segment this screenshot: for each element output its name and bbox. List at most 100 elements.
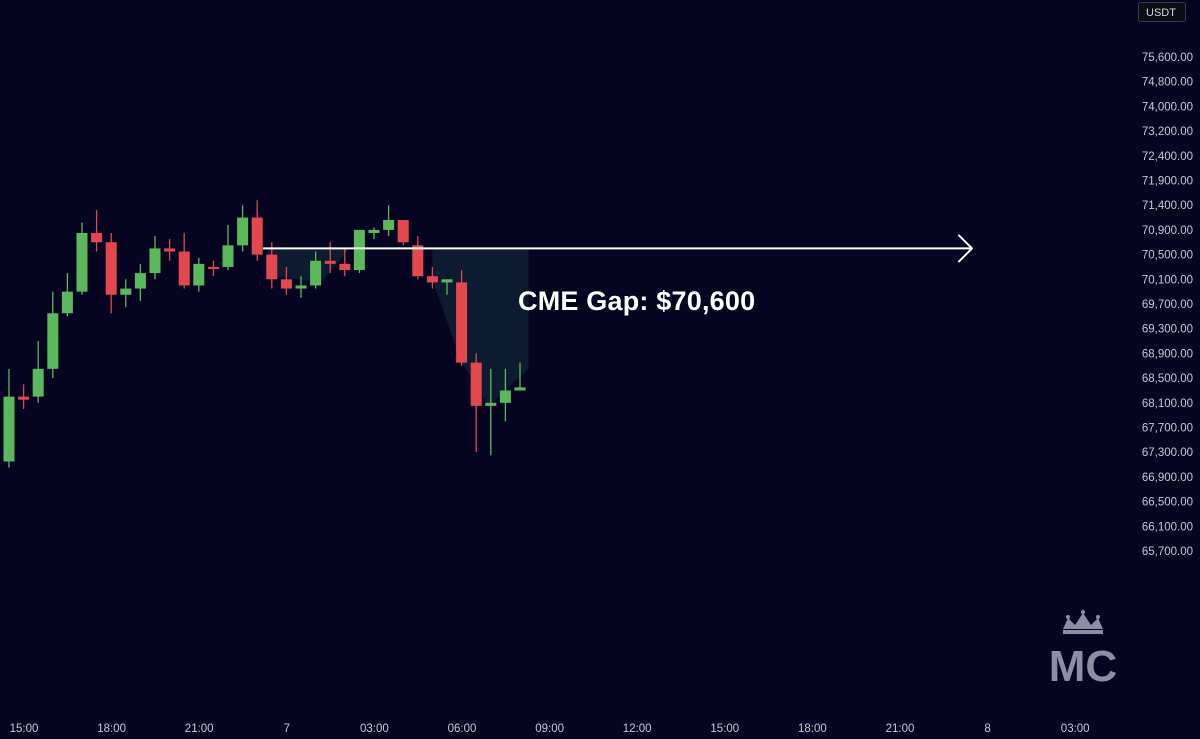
candle-body <box>149 248 161 274</box>
candles-layer <box>3 200 526 468</box>
price-tick-label: 71,900.00 <box>1142 176 1193 188</box>
price-tick-label: 67,300.00 <box>1142 447 1193 459</box>
candle[interactable] <box>164 239 176 261</box>
price-axis[interactable]: 75,600.00 74,800.00 74,000.00 73,200.00 72,4… <box>1142 52 1193 558</box>
candle[interactable] <box>397 220 409 246</box>
candle[interactable] <box>18 384 30 409</box>
time-axis[interactable]: 15:00 18:00 21:00 7 03:00 06:00 09:00 12:00 15:0… <box>10 723 1090 735</box>
price-tick-label: 70,900.00 <box>1142 225 1193 237</box>
candle[interactable] <box>266 242 278 289</box>
price-tick-label: 74,000.00 <box>1142 101 1193 113</box>
arrow-head-icon <box>958 234 973 263</box>
candle[interactable] <box>412 236 424 280</box>
candle-body <box>193 263 205 286</box>
candle[interactable] <box>383 205 395 237</box>
time-tick-label: 06:00 <box>448 723 477 735</box>
candle[interactable] <box>339 248 351 277</box>
time-tick-label: 15:00 <box>710 723 739 735</box>
candle-body <box>91 232 103 243</box>
currency-badge[interactable]: USDT <box>1138 2 1186 22</box>
candle[interactable] <box>426 266 438 289</box>
candle[interactable] <box>485 368 497 456</box>
candle-body <box>295 285 307 289</box>
candle-body <box>353 229 365 271</box>
candle[interactable] <box>237 205 249 252</box>
price-tick-label: 73,200.00 <box>1142 126 1193 138</box>
candle[interactable] <box>47 291 59 379</box>
candle-body <box>280 279 292 289</box>
candle-body <box>441 279 453 283</box>
candle[interactable] <box>280 266 292 295</box>
candle[interactable] <box>353 229 365 274</box>
candle-body <box>47 313 59 369</box>
candle[interactable] <box>149 236 161 280</box>
candle-body <box>514 387 526 391</box>
candle-body <box>105 242 117 295</box>
price-tick-label: 66,100.00 <box>1142 521 1193 533</box>
gap-annotation: CME Gap: $70,600 <box>518 286 756 316</box>
candle-body <box>310 260 322 286</box>
candle[interactable] <box>295 276 307 298</box>
price-tick-label: 70,500.00 <box>1142 250 1193 262</box>
candle[interactable] <box>441 279 453 295</box>
candle[interactable] <box>134 263 146 301</box>
time-tick-label: 09:00 <box>535 723 564 735</box>
candle[interactable] <box>91 210 103 252</box>
candle-body <box>237 217 249 246</box>
candle-body <box>324 260 336 264</box>
candle[interactable] <box>368 227 380 240</box>
candle[interactable] <box>61 273 73 317</box>
time-tick-label: 15:00 <box>10 723 39 735</box>
candle-body <box>368 229 380 233</box>
candle[interactable] <box>3 368 15 468</box>
candle[interactable] <box>499 368 511 422</box>
price-tick-label: 69,300.00 <box>1142 324 1193 336</box>
candle-body <box>18 396 30 400</box>
candle-body <box>164 248 176 252</box>
price-tick-label: 68,900.00 <box>1142 348 1193 360</box>
time-tick-label: 7 <box>284 723 290 735</box>
price-tick-label: 70,100.00 <box>1142 274 1193 286</box>
candle-body <box>222 245 234 267</box>
time-tick-label: 21:00 <box>185 723 214 735</box>
price-tick-label: 66,900.00 <box>1142 472 1193 484</box>
price-tick-label: 67,700.00 <box>1142 423 1193 435</box>
candle-body <box>470 362 482 406</box>
gap-shade-left <box>266 248 350 283</box>
candle-body <box>134 273 146 289</box>
candle[interactable] <box>105 232 117 314</box>
mc-logo: MC <box>1049 610 1117 691</box>
gap-shade-layer <box>266 248 529 406</box>
price-tick-label: 69,700.00 <box>1142 299 1193 311</box>
price-tick-label: 65,700.00 <box>1142 546 1193 558</box>
candle[interactable] <box>310 251 322 289</box>
candle[interactable] <box>178 232 190 289</box>
candle[interactable] <box>222 224 234 271</box>
candle[interactable] <box>514 362 526 391</box>
candle-body <box>339 263 351 271</box>
time-tick-label: 18:00 <box>798 723 827 735</box>
candle-body <box>61 291 73 314</box>
price-tick-label: 75,600.00 <box>1142 52 1193 64</box>
candle[interactable] <box>207 260 219 277</box>
candle-body <box>426 276 438 283</box>
price-tick-label: 66,500.00 <box>1142 497 1193 509</box>
price-tick-label: 68,500.00 <box>1142 373 1193 385</box>
candle[interactable] <box>120 279 132 308</box>
candle[interactable] <box>76 222 88 295</box>
candle[interactable] <box>470 353 482 453</box>
candle[interactable] <box>456 270 468 366</box>
price-tick-label: 72,400.00 <box>1142 151 1193 163</box>
candle-body <box>3 396 15 462</box>
candle[interactable] <box>32 341 44 403</box>
candle[interactable] <box>193 257 205 292</box>
candle-body <box>178 251 190 286</box>
candle-body <box>266 254 278 280</box>
candle[interactable] <box>251 200 263 261</box>
candle-body <box>397 220 409 243</box>
candle-body <box>120 288 132 295</box>
gap-line-layer <box>263 234 973 263</box>
logo-letters: MC <box>1049 642 1117 691</box>
candle[interactable] <box>324 242 336 274</box>
